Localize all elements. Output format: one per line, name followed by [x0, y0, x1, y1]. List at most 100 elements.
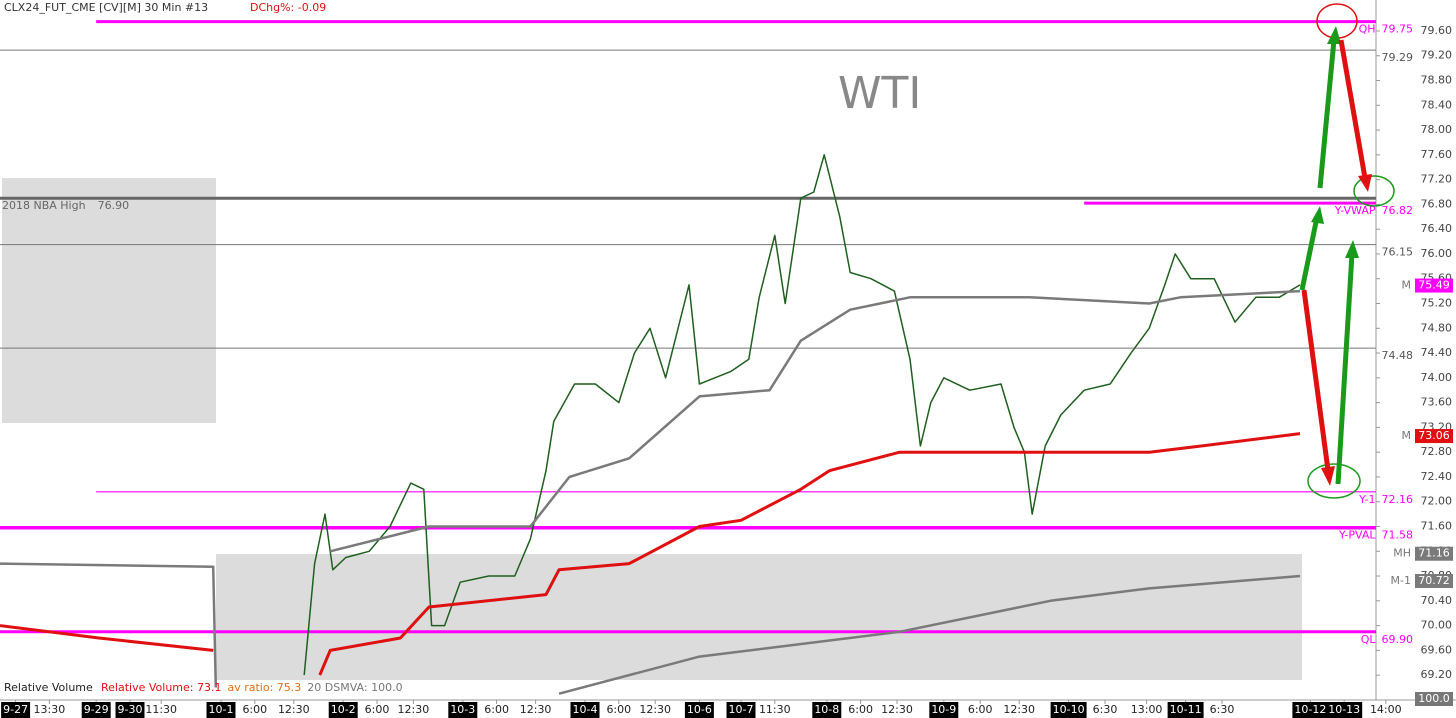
axes: 69.2069.6070.0070.4070.8071.2071.6072.00… — [1, 23, 1453, 718]
y-tick-label: 79.20 — [1421, 49, 1453, 62]
date-box — [328, 702, 358, 718]
price-tag-label: MH — [1393, 547, 1411, 560]
x-tick-label: 12:30 — [398, 703, 430, 716]
price-tag — [1415, 573, 1453, 588]
x-tick-label: 10-8 — [814, 703, 839, 716]
y-tick-label: 72.80 — [1421, 445, 1453, 458]
level-value: 76.82 — [1382, 204, 1414, 217]
indicator-item: av ratio: 75.3 — [227, 681, 301, 694]
y-tick-label: 71.60 — [1421, 519, 1453, 532]
x-tick-label: 6:00 — [968, 703, 993, 716]
y-tick-label: 74.80 — [1421, 321, 1453, 334]
x-tick-label: 13:30 — [34, 703, 66, 716]
date-box — [570, 702, 600, 718]
indicator: Relative Volume Relative Volume: 73.1 av r… — [4, 681, 1453, 706]
y-tick-label: 78.80 — [1421, 74, 1453, 87]
x-tick-label: 12:30 — [520, 703, 552, 716]
arrow — [1301, 289, 1331, 471]
date-box — [206, 702, 236, 718]
y-tick-label: 77.20 — [1421, 173, 1453, 186]
y-tick-label: 72.40 — [1421, 470, 1453, 483]
y-tick-label: 75.20 — [1421, 297, 1453, 310]
price-tag-label: M — [1402, 429, 1412, 442]
circle — [1353, 175, 1395, 207]
chart-title: CLX24_FUT_CME [CV][M] 30 Min #13 — [4, 1, 208, 14]
series-line — [558, 574, 1301, 695]
price-tag — [1415, 278, 1453, 293]
y-tick-label: 78.00 — [1421, 123, 1453, 136]
x-tick-label: 10-3 — [450, 703, 475, 716]
level-label: QL — [1361, 633, 1377, 646]
x-tick-label: 10-4 — [573, 703, 598, 716]
indicator-item: Relative Volume: 73.1 — [101, 681, 221, 694]
x-tick-label: 12:30 — [1003, 703, 1035, 716]
level-value: 69.90 — [1382, 633, 1414, 646]
x-tick-label: 6:00 — [242, 703, 267, 716]
arrow — [1299, 221, 1319, 291]
x-tick-label: 10-6 — [687, 703, 712, 716]
date-box — [81, 702, 111, 718]
annotations — [1299, 3, 1395, 499]
indicator-box — [1415, 692, 1453, 706]
arrow — [1335, 253, 1355, 485]
arrowhead — [1321, 466, 1335, 486]
date-box — [1050, 702, 1087, 718]
price-tag-value: 71.16 — [1418, 547, 1450, 560]
x-tick-label: 10-9 — [931, 703, 956, 716]
y-tick-label: 70.40 — [1421, 594, 1453, 607]
series-line — [303, 154, 1301, 676]
y-tick-label: 76.00 — [1421, 247, 1453, 260]
series — [0, 154, 1301, 695]
watermark: WTI — [838, 68, 921, 119]
x-tick-label: 10-11 — [1170, 703, 1202, 716]
x-tick-label: 10-1 — [209, 703, 234, 716]
price-tag-label: M — [1402, 279, 1412, 292]
level-label: Y-PVAL — [1338, 529, 1376, 542]
reference-label: 2018 NBA High — [2, 199, 86, 212]
date-box — [1167, 702, 1204, 718]
date-box — [812, 702, 842, 718]
y-tick-label: 69.20 — [1421, 668, 1453, 681]
x-tick-label: 10-2 — [331, 703, 356, 716]
x-tick-label: 12:30 — [881, 703, 913, 716]
date-box — [1292, 702, 1329, 718]
y-tick-label: 77.60 — [1421, 148, 1453, 161]
x-tick-label: 9-30 — [118, 703, 143, 716]
level-label: Y-1 — [1358, 493, 1375, 506]
y-tick-label: 79.60 — [1421, 24, 1453, 37]
date-box — [448, 702, 478, 718]
circle — [1307, 463, 1361, 499]
x-tick-label: 12:30 — [639, 703, 671, 716]
y-tick-label: 74.00 — [1421, 371, 1453, 384]
level-label: Y-VWAP — [1334, 204, 1376, 217]
date-box — [115, 702, 145, 718]
price-tag-value: 70.72 — [1418, 574, 1450, 587]
date-box — [1, 702, 31, 718]
shaded-zone — [2, 178, 216, 423]
x-tick-label: 10-7 — [729, 703, 754, 716]
y-tick-label: 74.40 — [1421, 346, 1453, 359]
x-tick-label: 6:30 — [1210, 703, 1235, 716]
price-tag-value: 75.49 — [1418, 279, 1450, 292]
x-tick-label: 6:30 — [1093, 703, 1118, 716]
level-value: 71.58 — [1382, 529, 1414, 542]
arrow — [1317, 39, 1337, 189]
x-tick-label: 6:00 — [848, 703, 873, 716]
x-tick-label: 10-12 — [1294, 703, 1326, 716]
x-tick-label: 10-13 — [1328, 703, 1360, 716]
arrowhead — [1345, 240, 1359, 258]
indicator-last: 100.0 — [1418, 692, 1450, 705]
date-box — [726, 702, 756, 718]
levels — [0, 20, 1376, 634]
arrowhead — [1311, 206, 1324, 224]
x-tick-label: 13:00 — [1131, 703, 1163, 716]
level-value: 72.16 — [1382, 493, 1414, 506]
x-tick-label: 9-27 — [3, 703, 28, 716]
level-value: 79.75 — [1382, 23, 1414, 36]
arrow — [1338, 39, 1368, 179]
change-label: DChg%: -0.09 — [250, 1, 326, 14]
date-box — [1326, 702, 1363, 718]
x-tick-label: 11:30 — [759, 703, 791, 716]
shaded-zone — [216, 554, 1302, 680]
